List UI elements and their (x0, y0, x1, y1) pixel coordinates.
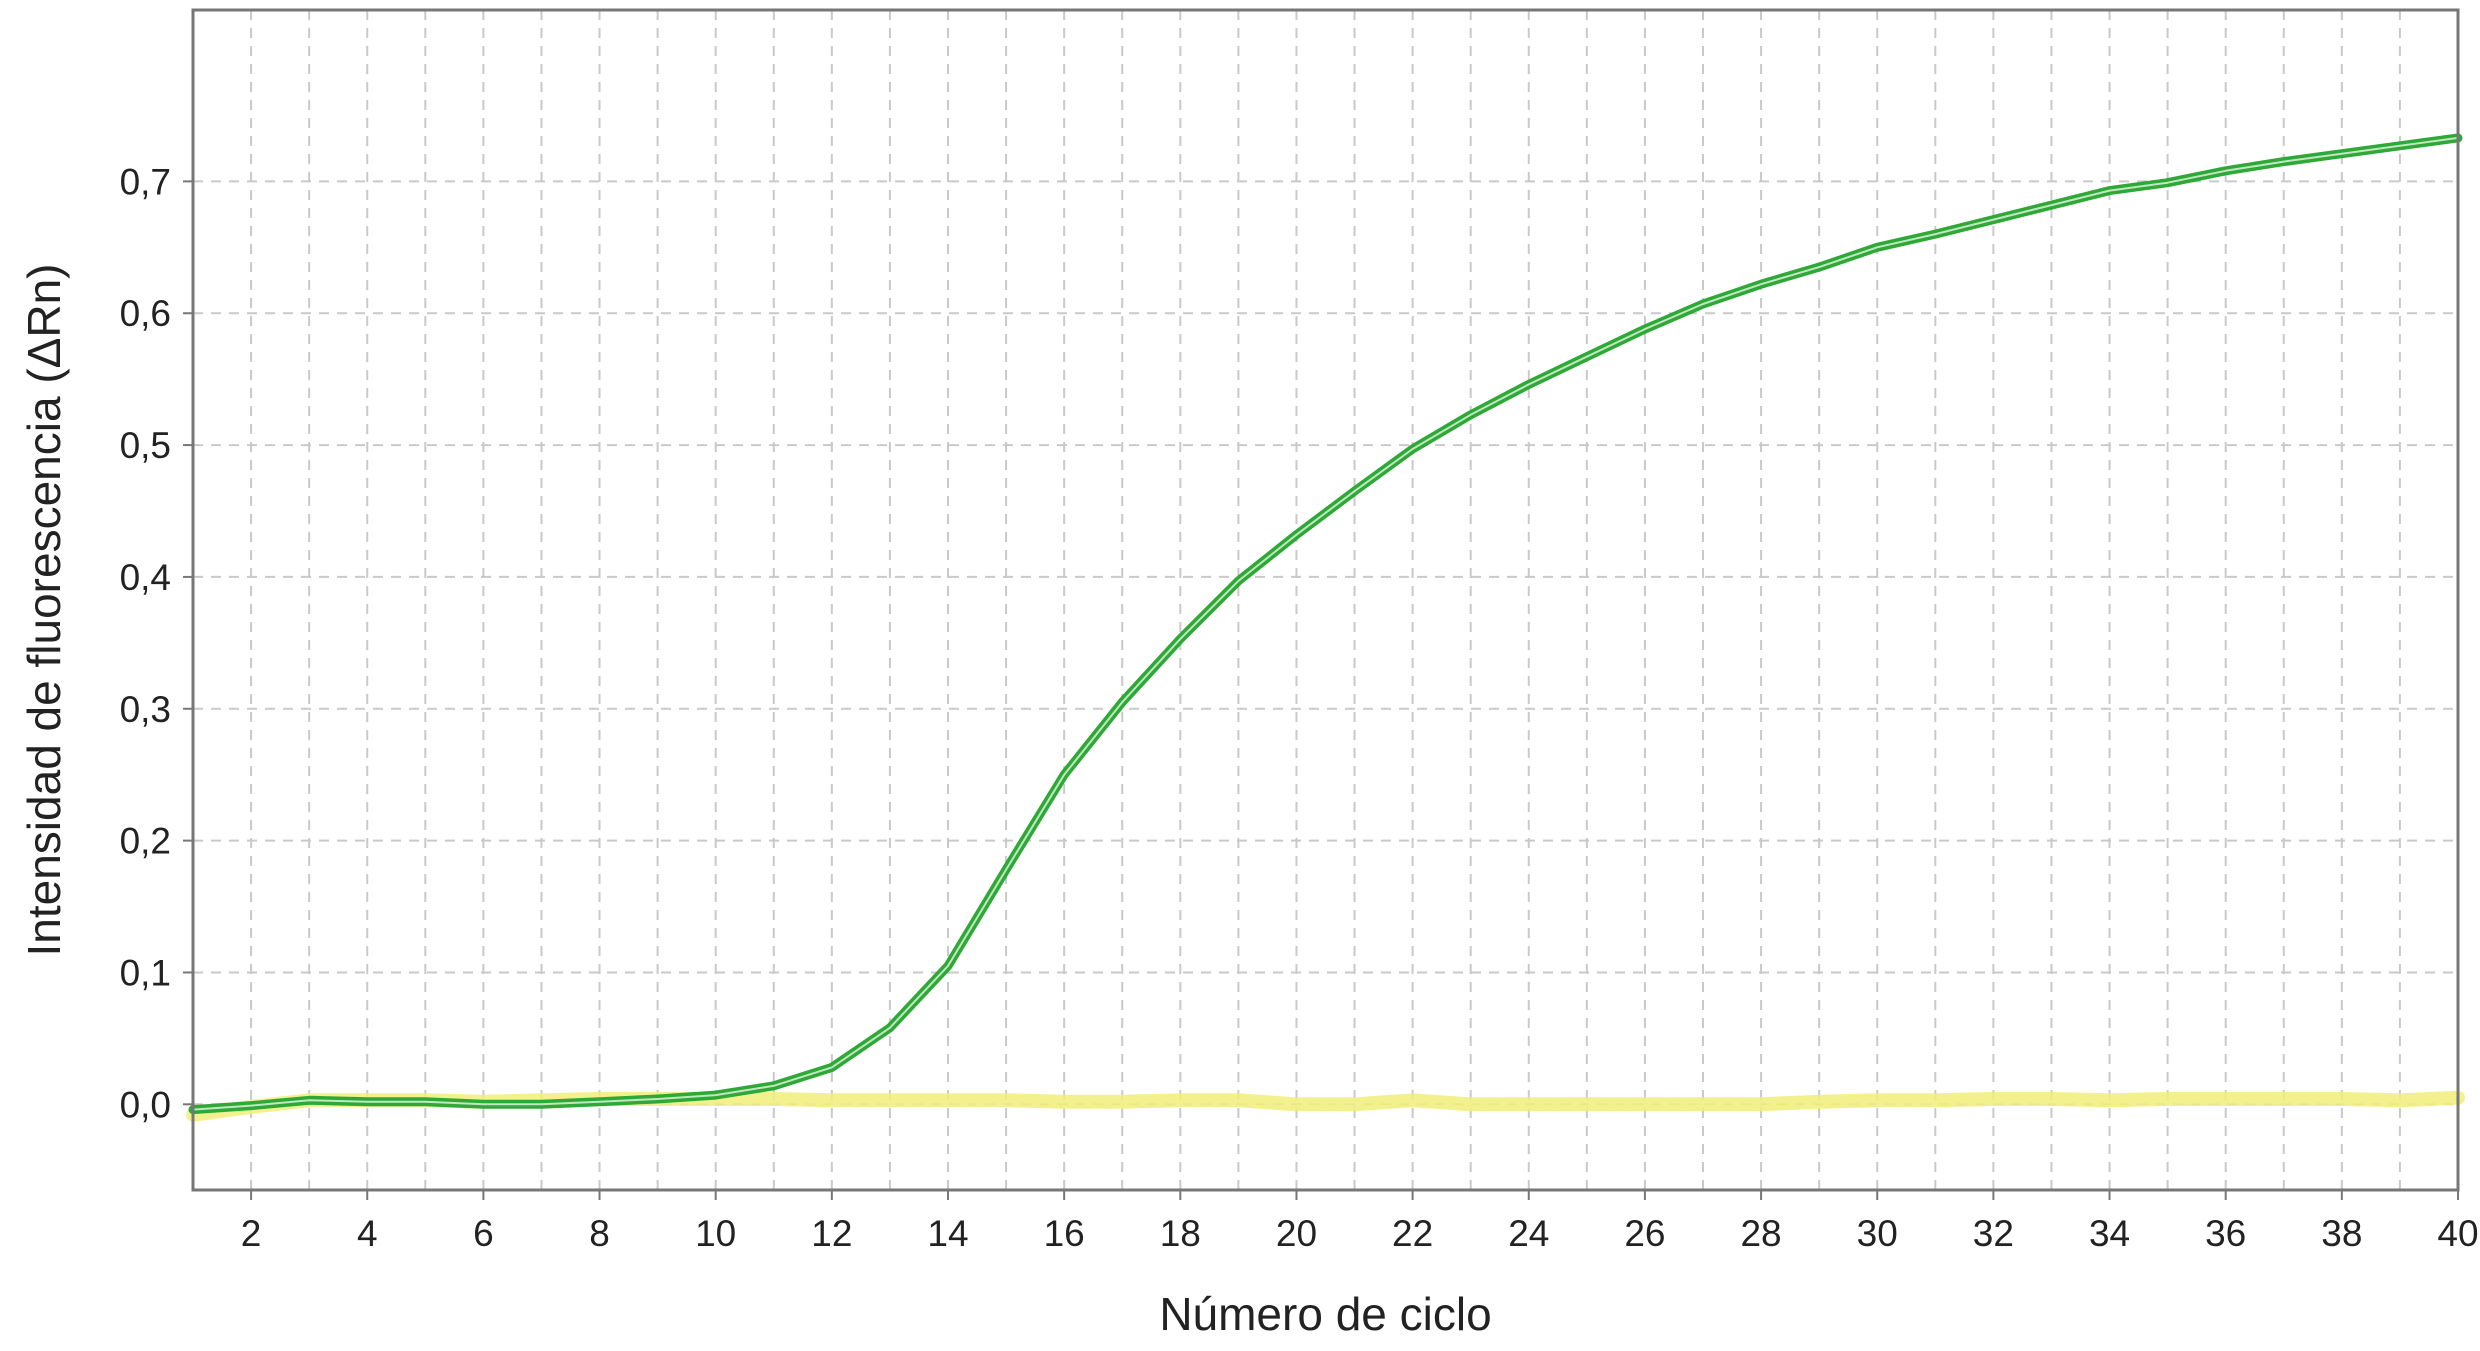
x-tick-label: 24 (1508, 1213, 1549, 1254)
x-tick-label: 18 (1160, 1213, 1201, 1254)
y-tick-label: 0,0 (120, 1084, 171, 1125)
x-tick-label: 28 (1740, 1213, 1781, 1254)
x-tick-label: 34 (2089, 1213, 2130, 1254)
y-tick-label: 0,6 (120, 293, 171, 334)
series-line-2 (188, 133, 2463, 1115)
x-tick-label: 4 (357, 1213, 378, 1254)
x-tick-label: 2 (241, 1213, 262, 1254)
y-axis-title: Intensidad de fluorescencia (ΔRn) (18, 264, 70, 957)
x-tick-label: 8 (589, 1213, 610, 1254)
plot-area-frame (191, 8, 2460, 1192)
x-tick-label: 14 (927, 1213, 968, 1254)
x-tick-label: 32 (1973, 1213, 2014, 1254)
x-tick-label: 12 (811, 1213, 852, 1254)
x-axis-title: Número de ciclo (1159, 1288, 1491, 1340)
x-tick-label: 30 (1857, 1213, 1898, 1254)
y-tick-label: 0,2 (120, 821, 171, 862)
x-tick-label: 36 (2205, 1213, 2246, 1254)
x-tick-label: 22 (1392, 1213, 1433, 1254)
x-tick-label: 38 (2321, 1213, 2362, 1254)
series-line-2-highlight (192, 136, 2459, 1111)
x-tick-label: 16 (1044, 1213, 1085, 1254)
x-tick-label: 26 (1624, 1213, 1665, 1254)
x-tick-label: 10 (695, 1213, 736, 1254)
y-tick-label: 0,3 (120, 689, 171, 730)
y-tick-label: 0,4 (120, 557, 171, 598)
x-axis-ticks: 2 4 6 8 10 12 14 16 18 20 22 24 26 28 30 32 34 36 38 40 (241, 1190, 2479, 1254)
x-tick-label: 6 (473, 1213, 494, 1254)
y-tick-label: 0,7 (120, 161, 171, 202)
y-axis-ticks: 0,0 0,1 0,2 0,3 0,4 0,5 0,6 0,7 (120, 161, 193, 1125)
x-tick-label: 20 (1276, 1213, 1317, 1254)
y-tick-label: 0,1 (120, 952, 171, 993)
x-tick-label: 40 (2437, 1213, 2478, 1254)
series-layer (186, 133, 2465, 1122)
y-tick-label: 0,5 (120, 425, 171, 466)
